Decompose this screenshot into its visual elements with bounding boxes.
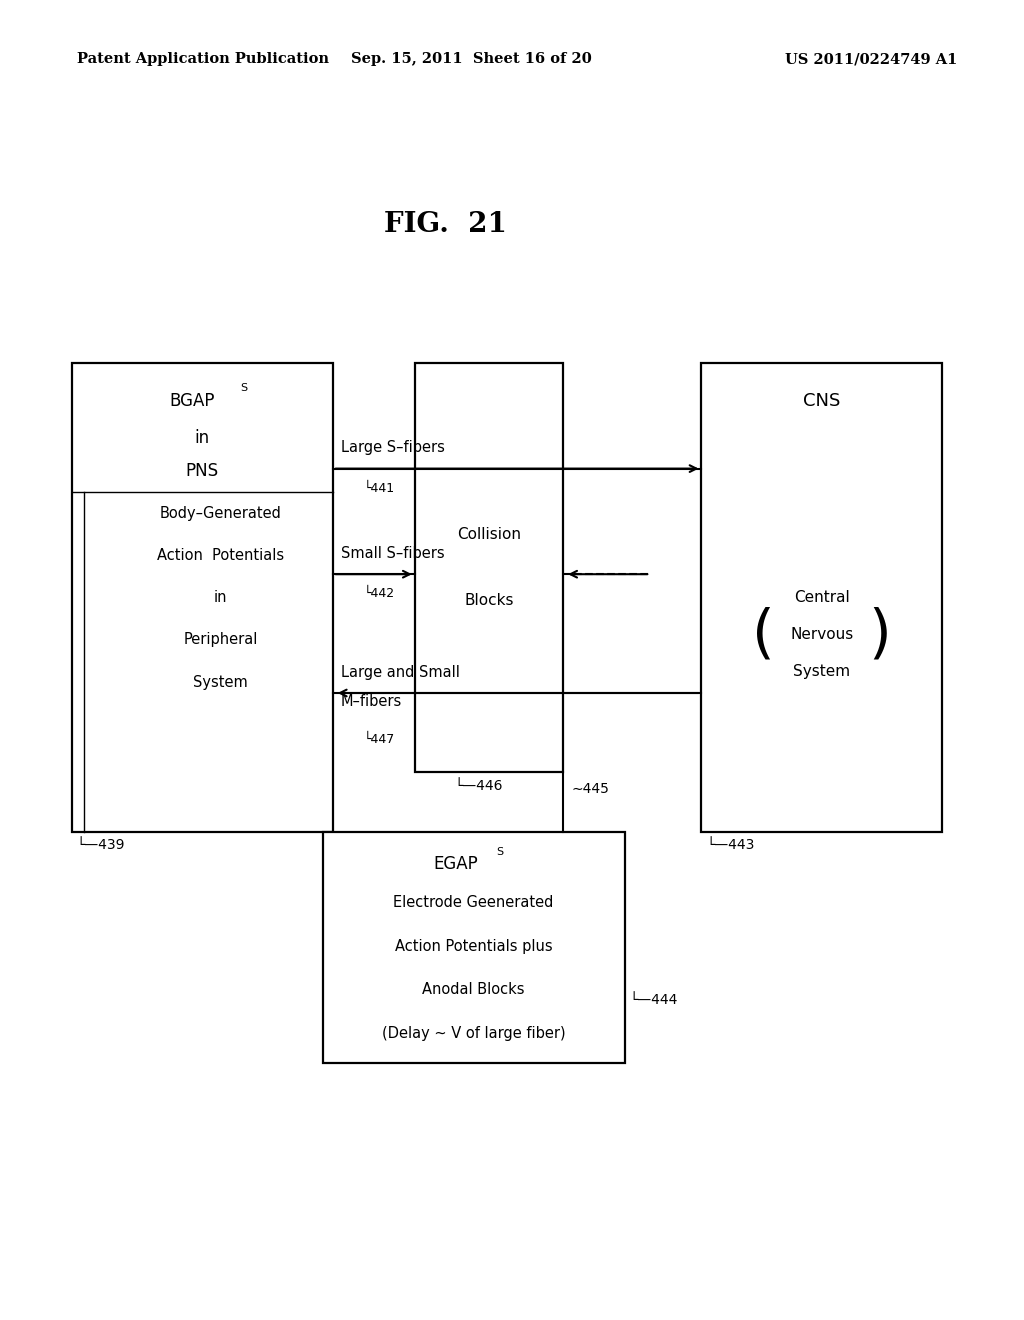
Text: Patent Application Publication: Patent Application Publication — [77, 53, 329, 66]
Text: Nervous: Nervous — [791, 627, 853, 643]
Text: in: in — [214, 590, 227, 605]
Text: Action  Potentials: Action Potentials — [157, 548, 284, 562]
Text: FIG.  21: FIG. 21 — [384, 211, 507, 238]
Text: Body–Generated: Body–Generated — [160, 506, 282, 520]
Text: └—439: └—439 — [77, 838, 125, 853]
Text: Large and Small: Large and Small — [341, 665, 460, 680]
Text: Small S–fibers: Small S–fibers — [341, 546, 444, 561]
Text: CNS: CNS — [803, 392, 841, 411]
Text: Electrode Geenerated: Electrode Geenerated — [393, 895, 554, 909]
Text: PNS: PNS — [185, 462, 219, 480]
Bar — [415, 363, 563, 772]
Text: (Delay ~ V of large fiber): (Delay ~ V of large fiber) — [382, 1026, 565, 1040]
Text: └442: └442 — [364, 587, 394, 601]
Text: └—444: └—444 — [630, 993, 678, 1007]
Bar — [323, 832, 625, 1063]
Text: S: S — [497, 847, 504, 858]
Text: └441: └441 — [364, 482, 394, 495]
Text: M–fibers: M–fibers — [341, 694, 402, 709]
Text: System: System — [794, 664, 850, 680]
Text: EGAP: EGAP — [433, 855, 478, 874]
Text: Collision: Collision — [457, 528, 521, 543]
Text: └—443: └—443 — [707, 838, 755, 853]
Text: └447: └447 — [364, 733, 395, 746]
Text: in: in — [195, 429, 210, 447]
Text: US 2011/0224749 A1: US 2011/0224749 A1 — [785, 53, 957, 66]
Text: Peripheral: Peripheral — [183, 632, 258, 647]
Text: Action Potentials plus: Action Potentials plus — [395, 939, 552, 953]
Text: └—446: └—446 — [455, 779, 503, 793]
Text: ): ) — [868, 606, 892, 663]
Text: Blocks: Blocks — [464, 593, 514, 607]
Text: S: S — [240, 383, 247, 393]
Text: Anodal Blocks: Anodal Blocks — [422, 982, 525, 997]
Text: Central: Central — [794, 590, 850, 606]
Text: Large S–fibers: Large S–fibers — [341, 441, 444, 455]
Bar — [72, 363, 333, 832]
Text: BGAP: BGAP — [169, 392, 215, 411]
Text: ∼445: ∼445 — [571, 781, 609, 796]
Text: System: System — [194, 675, 248, 689]
Bar — [701, 363, 942, 832]
Text: Sep. 15, 2011  Sheet 16 of 20: Sep. 15, 2011 Sheet 16 of 20 — [350, 53, 592, 66]
Text: (: ( — [752, 606, 775, 663]
